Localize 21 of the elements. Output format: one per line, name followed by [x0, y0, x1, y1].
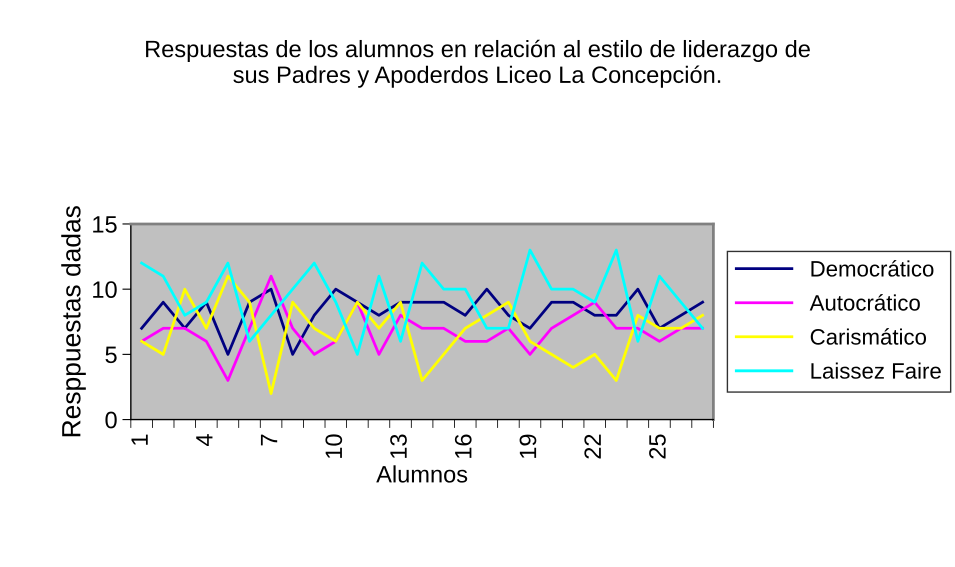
x-tick-label: 7 — [260, 434, 278, 446]
y-tick-label: 10 — [93, 281, 117, 298]
x-axis-title: Alumnos — [376, 465, 468, 483]
x-tick-label: 25 — [649, 434, 666, 459]
y-tick-label: 0 — [105, 412, 117, 428]
legend-label: Democrático — [811, 260, 934, 277]
legend-label: Autocrático — [810, 294, 920, 311]
chart-title: Respuestas de los alumnos en relación al estilo de liderazgo de sus Padres y Apoderdos Liceo La Concepción. — [146, 40, 810, 88]
x-tick-label: 4 — [196, 434, 212, 446]
y-tick-label: 15 — [93, 216, 117, 233]
legend-label: Laissez Faire — [811, 362, 941, 379]
y-tick-label: 5 — [105, 346, 117, 364]
x-tick-label: 10 — [325, 434, 342, 458]
y-axis-title: Resppuestas dadas — [61, 206, 86, 436]
x-tick-label: 19 — [520, 434, 536, 458]
x-tick-label: 22 — [584, 434, 601, 459]
x-tick-label: 1 — [131, 434, 148, 445]
x-tick-label: 16 — [454, 434, 472, 458]
legend-label: Carismático — [810, 328, 926, 345]
line-series — [140, 248, 704, 356]
x-tick-label: 13 — [390, 434, 407, 458]
